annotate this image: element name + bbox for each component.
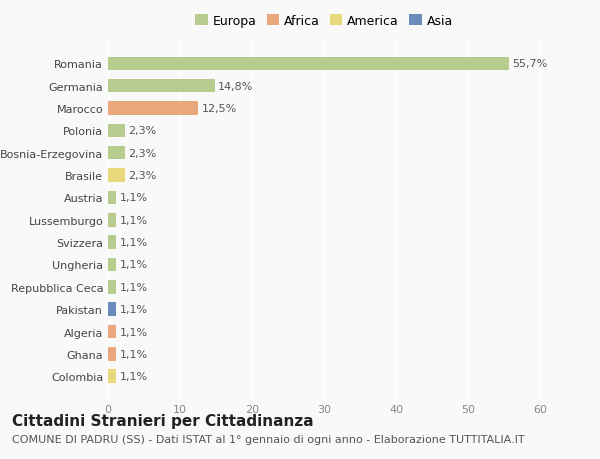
Bar (108, 80, 215, 93)
Bar (108, 280, 116, 294)
Text: 1,1%: 1,1% (119, 260, 148, 270)
Text: COMUNE DI PADRU (SS) - Dati ISTAT al 1° gennaio di ogni anno - Elaborazione TUTT: COMUNE DI PADRU (SS) - Dati ISTAT al 1° … (12, 434, 524, 444)
Bar (108, 236, 116, 249)
Text: 1,1%: 1,1% (119, 238, 148, 247)
Text: 55,7%: 55,7% (512, 59, 548, 69)
Bar (108, 124, 125, 138)
Bar (108, 347, 116, 361)
Text: 2,3%: 2,3% (128, 126, 157, 136)
Bar (108, 369, 116, 383)
Bar (108, 191, 116, 205)
Text: 12,5%: 12,5% (202, 104, 237, 114)
Bar (108, 169, 125, 182)
Text: 1,1%: 1,1% (119, 215, 148, 225)
Legend: Europa, Africa, America, Asia: Europa, Africa, America, Asia (191, 11, 457, 32)
Text: 14,8%: 14,8% (218, 82, 254, 91)
Text: 1,1%: 1,1% (119, 327, 148, 337)
Text: Cittadini Stranieri per Cittadinanza: Cittadini Stranieri per Cittadinanza (12, 413, 314, 428)
Text: 1,1%: 1,1% (119, 304, 148, 314)
Text: 1,1%: 1,1% (119, 371, 148, 381)
Bar (108, 325, 116, 338)
Text: 1,1%: 1,1% (119, 282, 148, 292)
Bar (108, 102, 198, 116)
Text: 2,3%: 2,3% (128, 171, 157, 181)
Bar (108, 258, 116, 272)
Text: 1,1%: 1,1% (119, 349, 148, 359)
Bar (108, 57, 509, 71)
Bar (108, 213, 116, 227)
Text: 2,3%: 2,3% (128, 148, 157, 158)
Text: 1,1%: 1,1% (119, 193, 148, 203)
Bar (108, 147, 125, 160)
Bar (108, 303, 116, 316)
